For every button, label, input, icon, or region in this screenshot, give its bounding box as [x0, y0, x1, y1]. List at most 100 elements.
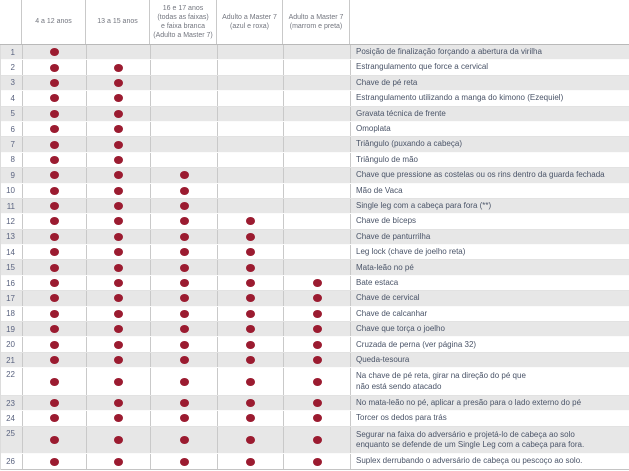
row-number: 24 — [1, 411, 23, 426]
mark-cell — [87, 121, 151, 137]
row-number: 11 — [1, 198, 23, 214]
table-row: 4 Estrangulamento utilizando a manga do k… — [1, 91, 629, 107]
mark-cell — [23, 337, 87, 352]
row-number: 20 — [1, 337, 23, 352]
mark-cell — [23, 106, 87, 121]
column-header-adult-blue: Adulto a Master 7 (azul e roxa) — [217, 0, 283, 44]
table-row: 26 Suplex derrubando o adversário de cabe… — [1, 454, 629, 470]
prohibited-dot-icon — [50, 125, 59, 134]
prohibited-dot-icon — [114, 457, 123, 466]
mark-cell — [87, 291, 151, 306]
prohibited-dot-icon — [114, 377, 123, 386]
prohibited-dot-icon — [246, 377, 255, 386]
mark-cell — [218, 60, 284, 75]
prohibited-dot-icon — [179, 186, 189, 195]
mark-cell — [23, 137, 87, 152]
prohibited-dot-icon — [246, 414, 255, 423]
mark-cell — [87, 168, 151, 183]
technique-description: Triângulo (puxando a cabeça) — [356, 139, 462, 149]
prohibited-dot-icon — [179, 202, 189, 211]
mark-cell — [218, 198, 284, 214]
mark-cell — [87, 152, 151, 168]
prohibited-dot-icon — [312, 279, 322, 288]
row-number: 19 — [1, 322, 23, 337]
prohibited-dot-icon — [114, 248, 123, 257]
row-number: 10 — [1, 183, 23, 198]
mark-cell — [218, 121, 284, 137]
prohibited-dot-icon — [114, 232, 123, 241]
technique-description: Chave de cervical — [356, 293, 420, 303]
mark-cell — [23, 152, 87, 168]
prohibited-dot-icon — [246, 279, 255, 288]
mark-cell — [218, 106, 284, 121]
table-row: 1 Posição de finalização forçando a abert… — [1, 45, 629, 61]
prohibited-dot-icon — [50, 63, 59, 72]
mark-cell — [218, 137, 284, 152]
mark-cell — [23, 245, 87, 260]
prohibited-dot-icon — [246, 436, 255, 445]
row-number: 25 — [1, 426, 23, 454]
mark-cell — [23, 229, 87, 245]
table-row: 8 Triângulo de mão — [1, 152, 629, 169]
mark-cell — [87, 426, 151, 454]
mark-cell — [151, 121, 218, 137]
mark-cell — [87, 322, 151, 337]
prohibited-dot-icon — [179, 325, 189, 334]
mark-cell — [23, 168, 87, 183]
mark-cell — [284, 260, 351, 275]
mark-cell — [151, 275, 218, 291]
prohibited-dot-icon — [114, 186, 123, 195]
mark-cell — [151, 168, 218, 183]
prohibited-dot-icon — [50, 109, 59, 118]
mark-cell — [284, 183, 351, 198]
table-row: 3 Chave de pé reta — [1, 75, 629, 92]
mark-cell — [218, 454, 284, 469]
prohibited-dot-icon — [246, 356, 255, 364]
mark-cell — [284, 411, 351, 426]
mark-cell — [151, 368, 218, 395]
technique-description: Torcer os dedos para trás — [356, 413, 447, 423]
prohibited-dot-icon — [179, 399, 189, 408]
prohibited-dot-icon — [312, 457, 322, 466]
table-row: 22 Na chave de pé reta, girar na direção … — [1, 368, 629, 396]
prohibited-dot-icon — [312, 309, 322, 318]
prohibited-dot-icon — [50, 48, 59, 57]
prohibited-dot-icon — [114, 171, 123, 180]
mark-cell — [87, 106, 151, 121]
technique-description: No mata-leão no pé, aplicar a presão par… — [356, 397, 582, 407]
prohibited-dot-icon — [312, 436, 322, 445]
mark-cell — [151, 183, 218, 198]
prohibited-dot-icon — [246, 457, 255, 466]
prohibited-dot-icon — [50, 217, 59, 226]
mark-cell — [151, 137, 218, 152]
table-body: 1 Posição de finalização forçando a abert… — [0, 45, 629, 470]
prohibited-dot-icon — [50, 414, 59, 423]
prohibited-dot-icon — [179, 436, 189, 445]
mark-cell — [87, 137, 151, 152]
prohibited-dot-icon — [114, 63, 123, 72]
row-number: 3 — [1, 75, 23, 91]
prohibited-dot-icon — [179, 217, 189, 226]
mark-cell — [151, 260, 218, 275]
prohibited-dot-icon — [312, 356, 322, 364]
technique-description: Chave que torça o joelho — [356, 324, 445, 334]
column-header-16-17: 16 e 17 anos (todas as faixas) e faixa b… — [150, 0, 217, 44]
prohibited-dot-icon — [114, 279, 123, 288]
mark-cell — [23, 275, 87, 291]
prohibited-dot-icon — [179, 171, 189, 180]
mark-cell — [87, 260, 151, 275]
technique-description: Single leg com a cabeça para fora (**) — [356, 200, 492, 210]
mark-cell — [151, 214, 218, 229]
mark-cell — [87, 368, 151, 395]
technique-description: Triângulo de mão — [356, 154, 418, 164]
mark-cell — [284, 275, 351, 291]
row-number: 13 — [1, 229, 23, 245]
mark-cell — [218, 229, 284, 245]
table-row: 16 Bate estaca — [1, 275, 629, 292]
mark-cell — [87, 245, 151, 260]
prohibited-dot-icon — [312, 340, 322, 349]
prohibited-dot-icon — [246, 263, 255, 272]
mark-cell — [151, 306, 218, 322]
mark-cell — [284, 337, 351, 352]
